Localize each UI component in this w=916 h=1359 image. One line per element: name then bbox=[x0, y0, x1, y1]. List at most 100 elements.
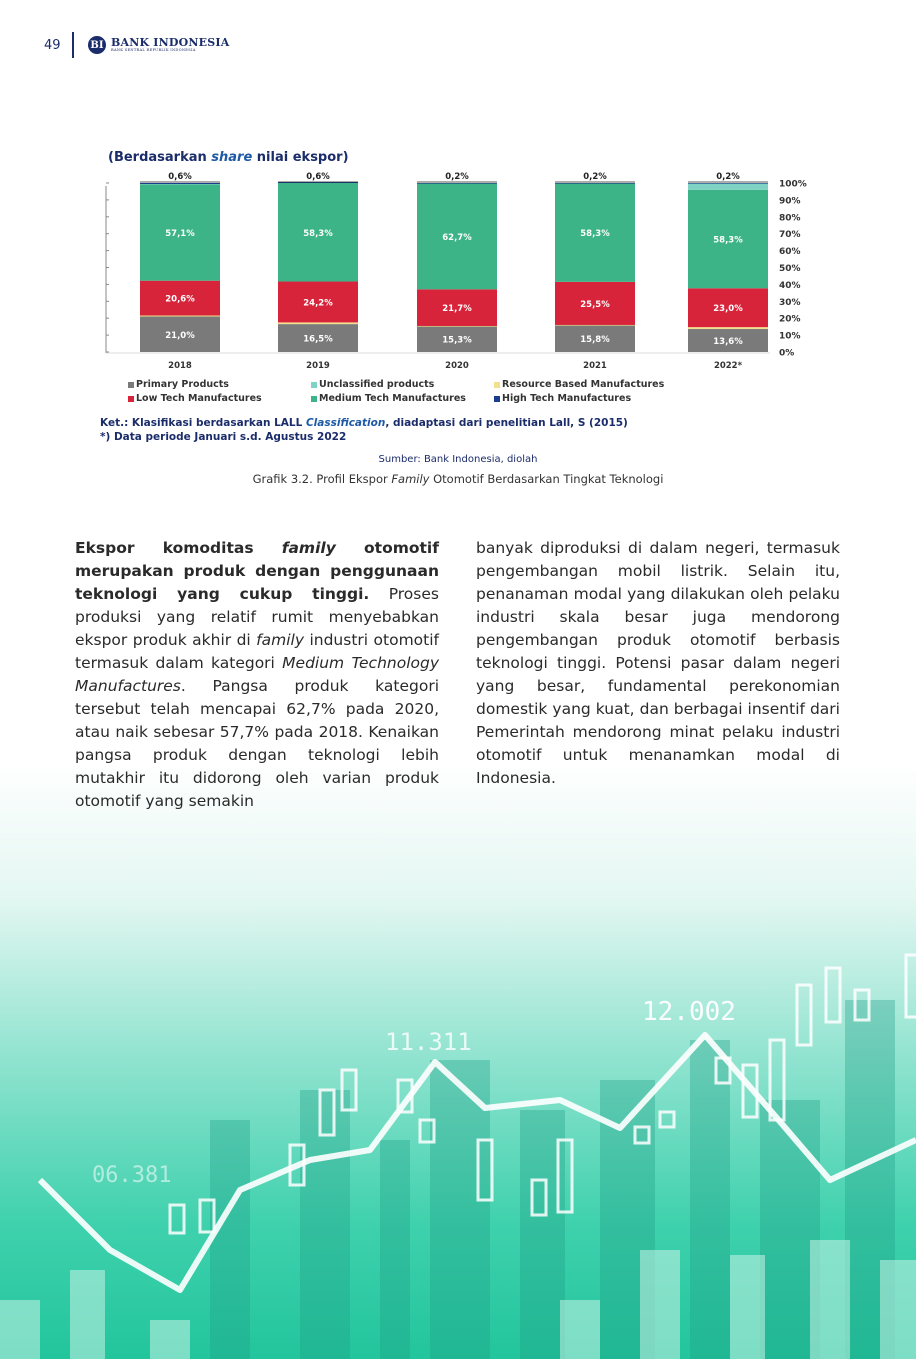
data-label: 62,7% bbox=[442, 233, 472, 243]
header-divider bbox=[72, 32, 74, 58]
legend-item: Low Tech Manufactures bbox=[128, 393, 311, 404]
chart-legend: Primary Products Unclassified products Res… bbox=[128, 379, 688, 404]
bar-segment bbox=[140, 315, 220, 317]
data-label: 0,6% bbox=[168, 172, 192, 182]
chart-title: (Berdasarkan share nilai ekspor) bbox=[108, 150, 349, 165]
bar-segment bbox=[417, 289, 497, 326]
legend-item: Resource Based Manufactures bbox=[494, 379, 684, 390]
bar-segment bbox=[555, 281, 635, 325]
y-tick-label: 80% bbox=[779, 213, 801, 223]
data-label: 0,2% bbox=[716, 172, 740, 182]
ticker-value-2: 11.311 bbox=[385, 1028, 472, 1056]
x-tick-label: 2019 bbox=[306, 361, 330, 371]
body-column-left: Ekspor komoditas family otomotif merupak… bbox=[75, 539, 439, 810]
y-tick-label: 90% bbox=[779, 196, 801, 206]
body-column-right: banyak diproduksi di dalam negeri, terma… bbox=[476, 539, 840, 787]
x-tick-label: 2021 bbox=[583, 361, 607, 371]
bar-segment bbox=[688, 288, 768, 328]
bar-segment bbox=[417, 325, 497, 327]
x-tick-label: 2020 bbox=[445, 361, 469, 371]
legend-item: Primary Products bbox=[128, 379, 311, 390]
ticker-value-3: 12.002 bbox=[642, 997, 736, 1027]
bar-segment bbox=[278, 324, 358, 352]
bar-segment bbox=[555, 325, 635, 352]
bar-segment bbox=[688, 183, 768, 190]
y-tick-label: 20% bbox=[779, 315, 801, 325]
data-label: 0,2% bbox=[445, 172, 469, 182]
logo-wordmark: BANK INDONESIA BANK SENTRAL REPUBLIK IND… bbox=[111, 37, 229, 53]
legend-item: Unclassified products bbox=[311, 379, 494, 390]
page-header: 49 BI BANK INDONESIA BANK SENTRAL REPUBL… bbox=[44, 32, 229, 58]
page-number: 49 bbox=[44, 37, 61, 53]
data-label: 0,6% bbox=[306, 172, 330, 182]
bar-segment bbox=[417, 326, 497, 352]
legend-swatch bbox=[128, 381, 134, 388]
chart-note: Ket.: Klasifikasi berdasarkan LALL Class… bbox=[100, 416, 628, 444]
bar-segment bbox=[278, 181, 358, 183]
bar-segment bbox=[417, 183, 497, 184]
data-label: 13,6% bbox=[713, 337, 743, 347]
y-tick-label: 50% bbox=[779, 264, 801, 274]
legend-swatch bbox=[494, 395, 500, 402]
bar-segment bbox=[140, 280, 220, 316]
legend-swatch bbox=[494, 381, 500, 388]
data-label: 21,7% bbox=[442, 304, 472, 314]
bar-segment bbox=[140, 184, 220, 281]
legend-swatch bbox=[311, 381, 317, 388]
x-tick-label: 2022* bbox=[714, 361, 743, 371]
bar-segment bbox=[688, 189, 768, 289]
chart-source: Sumber: Bank Indonesia, diolah bbox=[378, 454, 538, 465]
bar-segment bbox=[140, 183, 220, 185]
legend-label: Low Tech Manufactures bbox=[136, 393, 262, 404]
data-label: 57,1% bbox=[165, 229, 195, 239]
bar-segment bbox=[278, 281, 358, 323]
logo-subtitle: BANK SENTRAL REPUBLIK INDONESIA bbox=[111, 48, 196, 53]
stacked-bar-chart: 0% 10% 20% 30% 40% 50% 60% 70% 80% 90% 100% 21,0% 20… bbox=[105, 172, 807, 371]
data-label: 15,8% bbox=[580, 335, 610, 345]
y-tick-label: 60% bbox=[779, 247, 801, 257]
bar-segment bbox=[140, 184, 220, 185]
legend-label: Primary Products bbox=[136, 379, 229, 390]
trend-line bbox=[37, 1032, 916, 1293]
bar-segment bbox=[688, 183, 768, 184]
data-label: 20,6% bbox=[165, 295, 195, 305]
data-label: 15,3% bbox=[442, 336, 472, 346]
bar-segment bbox=[555, 324, 635, 326]
legend-label: High Tech Manufactures bbox=[502, 393, 632, 404]
data-label: 25,5% bbox=[580, 300, 610, 310]
logo-name: BANK INDONESIA bbox=[111, 36, 230, 50]
chart-note-line-2: *) Data periode Januari s.d. Agustus 202… bbox=[100, 431, 347, 443]
data-label: 21,0% bbox=[165, 331, 195, 341]
data-label: 23,0% bbox=[713, 304, 743, 314]
bar-segment bbox=[278, 183, 358, 282]
bank-indonesia-logo-icon: BI bbox=[88, 36, 106, 54]
bar-segment bbox=[555, 183, 635, 184]
bar-segment bbox=[555, 183, 635, 282]
legend-swatch bbox=[311, 395, 317, 402]
bar-segment bbox=[417, 183, 497, 290]
bar-segment bbox=[688, 329, 768, 352]
y-tick-label: 100% bbox=[779, 180, 807, 190]
data-label: 24,2% bbox=[303, 298, 333, 308]
ticker-value-1: 06.381 bbox=[92, 1163, 171, 1188]
legend-item: Medium Tech Manufactures bbox=[311, 393, 494, 404]
legend-swatch bbox=[128, 395, 134, 402]
legend-label: Resource Based Manufactures bbox=[502, 379, 665, 390]
chart-caption: Grafik 3.2. Profil Ekspor Family Otomoti… bbox=[252, 472, 664, 486]
y-tick-label: 0% bbox=[779, 349, 794, 359]
data-label: 58,3% bbox=[713, 236, 743, 246]
y-tick-label: 70% bbox=[779, 230, 801, 240]
bar-segment bbox=[688, 327, 768, 330]
chart-note-line-1: Ket.: Klasifikasi berdasarkan LALL Class… bbox=[100, 417, 628, 429]
bar-segment bbox=[140, 316, 220, 352]
legend-label: Unclassified products bbox=[319, 379, 435, 390]
legend-label: Medium Tech Manufactures bbox=[319, 393, 466, 404]
y-tick-label: 30% bbox=[779, 298, 801, 308]
bar-segment bbox=[278, 322, 358, 325]
y-tick-label: 10% bbox=[779, 332, 801, 342]
data-label: 58,3% bbox=[303, 229, 333, 239]
lead-sentence: Ekspor komoditas family otomotif merupak… bbox=[75, 539, 439, 603]
data-label: 58,3% bbox=[580, 229, 610, 239]
legend-item: High Tech Manufactures bbox=[494, 393, 684, 404]
data-label: 0,2% bbox=[583, 172, 607, 182]
